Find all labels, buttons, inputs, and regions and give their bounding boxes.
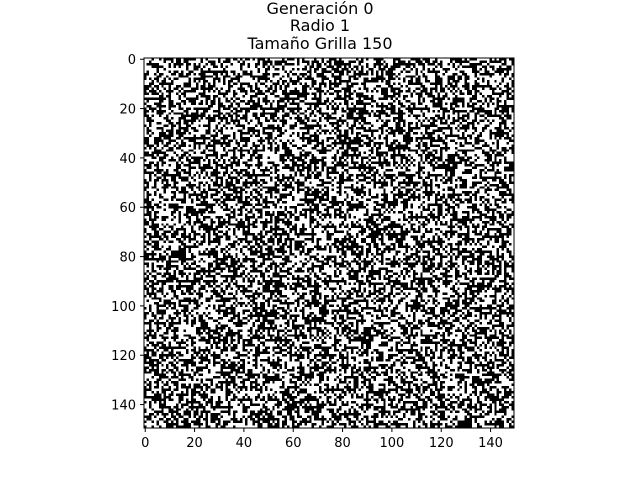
x-tick-label: 80 bbox=[334, 436, 351, 451]
x-axis: 0 20 40 60 80 100 120 140 bbox=[141, 428, 503, 451]
y-axis: 0 20 40 60 80 100 120 140 bbox=[111, 53, 144, 414]
y-tick-label: 20 bbox=[119, 103, 136, 118]
y-tick-label: 120 bbox=[111, 349, 136, 364]
x-tick-label: 100 bbox=[379, 436, 404, 451]
y-tick-label: 0 bbox=[128, 53, 136, 68]
alive-cells bbox=[144, 58, 514, 428]
y-tick-label: 140 bbox=[111, 399, 136, 414]
y-tick-label: 60 bbox=[119, 201, 136, 216]
y-tick-label: 80 bbox=[119, 251, 136, 266]
cell-grid bbox=[144, 58, 514, 428]
x-tick-label: 40 bbox=[236, 436, 253, 451]
chart-title-grid-size: Tamaño Grilla 150 bbox=[247, 34, 393, 53]
x-tick-label: 0 bbox=[141, 436, 149, 451]
chart-title-generation: Generación 0 bbox=[266, 0, 374, 18]
x-tick-label: 20 bbox=[186, 436, 203, 451]
axes-frame bbox=[143, 57, 515, 429]
x-tick-label: 120 bbox=[429, 436, 454, 451]
x-tick-label: 60 bbox=[285, 436, 302, 451]
chart-title-radius: Radio 1 bbox=[289, 16, 351, 35]
y-tick-label: 100 bbox=[111, 300, 136, 315]
x-tick-label: 140 bbox=[478, 436, 503, 451]
y-tick-label: 40 bbox=[119, 152, 136, 167]
